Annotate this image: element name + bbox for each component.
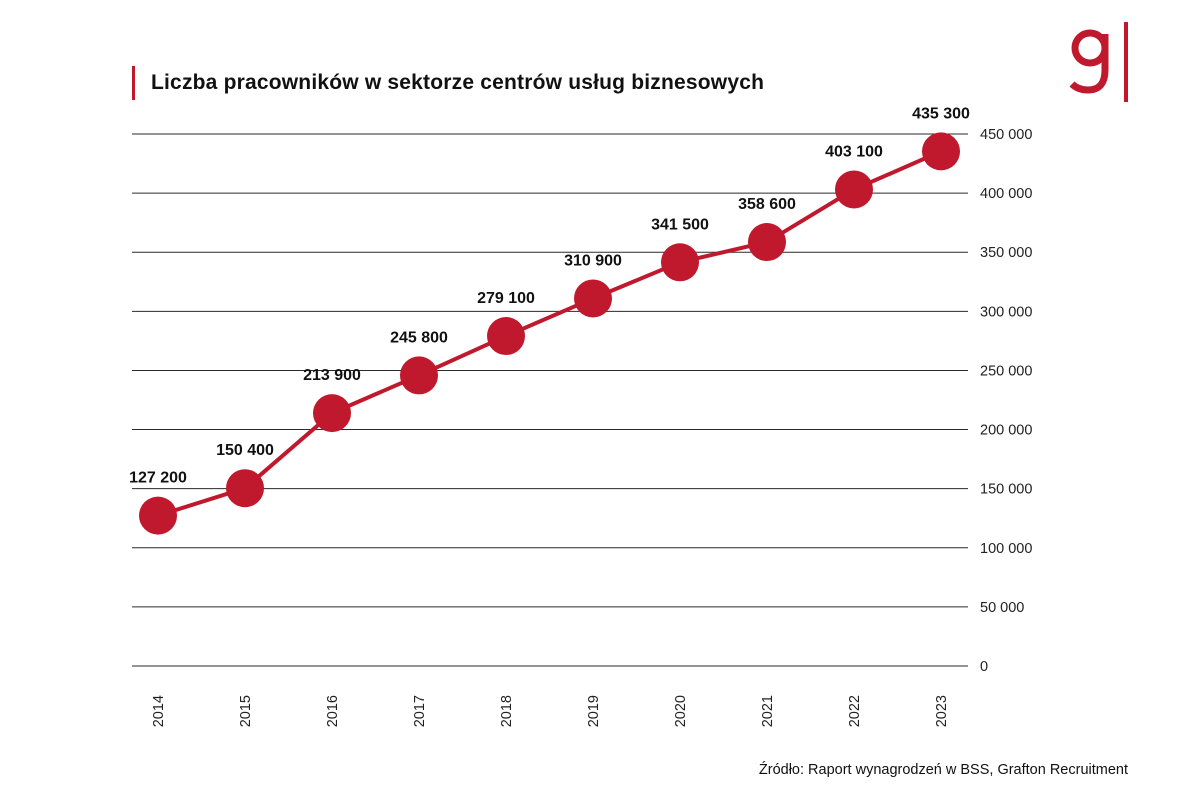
title-block: Liczba pracowników w sektorze centrów us… [132, 66, 764, 100]
data-point-2020 [661, 243, 699, 282]
x-tick-label: 2019 [586, 695, 602, 727]
data-label: 245 800 [390, 329, 448, 346]
x-tick-label: 2016 [325, 695, 341, 727]
x-tick-label: 2018 [499, 695, 515, 727]
source-note: Źródło: Raport wynagrodzeń w BSS, Grafto… [758, 762, 1128, 778]
x-tick-label: 2022 [847, 695, 863, 727]
data-label: 358 600 [738, 196, 796, 213]
y-tick-label: 200 000 [980, 423, 1032, 439]
y-tick-label: 250 000 [980, 363, 1032, 379]
series-line [157, 149, 942, 518]
x-tick-label: 2021 [760, 695, 776, 727]
y-axis-ticks: 0 50 000 100 000 150 000 200 000 250 000 300 0… [980, 127, 1032, 675]
grafton-g-logo-icon [1069, 22, 1128, 102]
series-line-group [157, 149, 942, 518]
y-tick-label: 0 [980, 659, 988, 675]
x-axis-ticks: 2014 2015 2016 2017 2018 2019 2020 2021 2022 2023 [151, 695, 950, 727]
data-label: 279 100 [477, 290, 535, 307]
y-tick-label: 300 000 [980, 304, 1032, 320]
data-point-2018 [487, 317, 525, 356]
data-label: 213 900 [303, 367, 361, 384]
data-label: 435 300 [912, 105, 970, 122]
data-point-2014 [139, 496, 177, 535]
data-point-2015 [226, 469, 264, 508]
y-tick-label: 50 000 [980, 600, 1024, 616]
chart-title: Liczba pracowników w sektorze centrów us… [151, 71, 765, 94]
data-label: 310 900 [564, 252, 622, 269]
data-label: 403 100 [825, 143, 883, 160]
y-tick-label: 100 000 [980, 541, 1032, 557]
data-labels: 127 200 150 400 213 900 245 800 279 100 310 9… [129, 105, 970, 486]
gridlines [132, 133, 968, 667]
data-label: 127 200 [129, 470, 187, 487]
data-point-2021 [748, 223, 786, 262]
data-point-2019 [574, 279, 612, 318]
x-tick-label: 2023 [934, 695, 950, 727]
data-label: 150 400 [216, 442, 274, 459]
y-tick-label: 400 000 [980, 186, 1032, 202]
data-point-2023 [922, 132, 960, 171]
data-point-2017 [400, 356, 438, 395]
data-point-2016 [313, 394, 351, 433]
x-tick-label: 2014 [151, 695, 167, 727]
data-point-2022 [835, 170, 873, 209]
y-tick-label: 450 000 [980, 127, 1032, 143]
data-points [139, 132, 960, 535]
x-tick-label: 2015 [238, 695, 254, 727]
data-label: 341 500 [651, 216, 709, 233]
x-tick-label: 2017 [412, 695, 428, 727]
x-tick-label: 2020 [673, 695, 689, 727]
y-tick-label: 150 000 [980, 482, 1032, 498]
y-tick-label: 350 000 [980, 245, 1032, 261]
